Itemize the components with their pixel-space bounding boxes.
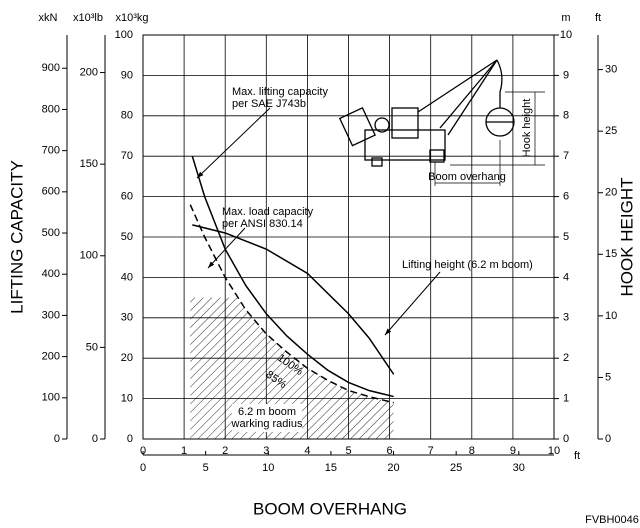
kn-tick-label: 700 <box>42 145 60 157</box>
y2-tick-label: 3 <box>563 312 569 324</box>
y-tick-label: 80 <box>121 110 133 122</box>
y2-tick-label: 1 <box>563 393 569 405</box>
klb-tick-label: 50 <box>86 341 98 353</box>
y2-tick-label: 8 <box>563 110 569 122</box>
x-tick-label: 1 <box>181 445 187 457</box>
series-line <box>189 204 394 404</box>
x-tick-label: 10 <box>548 445 560 457</box>
y2-tick-label: 0 <box>563 433 569 445</box>
ft-tick-label: 10 <box>605 310 617 322</box>
y2-tick-label: 7 <box>563 150 569 162</box>
kn-tick-label: 100 <box>42 392 60 404</box>
kn-tick-label: 500 <box>42 227 60 239</box>
y2-title: HOOK HEIGHT <box>617 177 636 296</box>
y2-tick-label: 2 <box>563 352 569 364</box>
y-tick-label: 40 <box>121 271 133 283</box>
ft-tick-label: 20 <box>605 187 617 199</box>
inset-label: Hook height <box>521 99 533 158</box>
y2-tick-label: 10 <box>560 29 572 41</box>
arrow-head <box>208 261 215 268</box>
klb-tick-label: 0 <box>92 433 98 445</box>
y2-tick-label: 4 <box>563 271 569 283</box>
xft-tick-label: 5 <box>203 462 209 474</box>
unit-label: x10³lb <box>73 12 103 24</box>
y-tick-label: 30 <box>121 312 133 324</box>
kn-tick-label: 200 <box>42 351 60 363</box>
annotation: per SAE J743b <box>232 98 306 110</box>
klb-tick-label: 150 <box>80 158 98 170</box>
shaded-label: 6.2 m boom <box>238 406 296 418</box>
x-tick-label: 0 <box>140 445 146 457</box>
kn-tick-label: 400 <box>42 268 60 280</box>
unit-label: xkN <box>39 12 58 24</box>
y-tick-label: 70 <box>121 150 133 162</box>
y-tick-label: 0 <box>127 433 133 445</box>
xft-tick-label: 20 <box>387 462 399 474</box>
x-tick-label: 5 <box>345 445 351 457</box>
y-tick-label: 10 <box>121 393 133 405</box>
x-title: BOOM OVERHANG <box>253 499 407 518</box>
kn-tick-label: 900 <box>42 62 60 74</box>
y2-tick-label: 9 <box>563 69 569 81</box>
label-bg <box>232 404 302 432</box>
x-tick-label: 7 <box>428 445 434 457</box>
unit-label: x10³kg <box>115 12 148 24</box>
annotation: Max. lifting capacity <box>232 86 328 98</box>
kn-tick-label: 800 <box>42 103 60 115</box>
kn-tick-label: 600 <box>42 186 60 198</box>
xft-tick-label: 15 <box>325 462 337 474</box>
ft-tick-label: 15 <box>605 248 617 260</box>
kn-tick-label: 300 <box>42 309 60 321</box>
arrow-head <box>197 171 204 178</box>
y2-tick-label: 5 <box>563 231 569 243</box>
inset-label: Boom overhang <box>428 171 506 183</box>
y-tick-label: 100 <box>115 29 133 41</box>
y-tick-label: 60 <box>121 191 133 203</box>
annotation: per ANSI 830.14 <box>222 218 303 230</box>
inset-diagram: Hook height Boom overhang <box>338 59 545 186</box>
annotation: Max. load capacity <box>222 206 314 218</box>
ft-tick-label: 5 <box>605 371 611 383</box>
x-tick-label: 9 <box>510 445 516 457</box>
x-tick-label: 2 <box>222 445 228 457</box>
x-tick-label: 4 <box>304 445 310 457</box>
unit-label: ft <box>574 450 580 462</box>
y2-tick-label: 6 <box>563 191 569 203</box>
ft-tick-label: 0 <box>605 433 611 445</box>
annotation-arrow <box>196 107 271 179</box>
annotation-arrow <box>384 271 441 336</box>
x-tick-label: 3 <box>263 445 269 457</box>
unit-label: m <box>561 12 570 24</box>
annotation-arrow <box>207 227 246 269</box>
plot-frame <box>142 34 555 440</box>
unit-label: ft <box>595 12 601 24</box>
y-tick-label: 50 <box>121 231 133 243</box>
kn-tick-label: 0 <box>54 433 60 445</box>
arrow-head <box>385 328 392 335</box>
klb-tick-label: 100 <box>80 250 98 262</box>
y-tick-label: 20 <box>121 352 133 364</box>
figure-code: FVBH0046 <box>585 514 639 526</box>
y-title: LIFTING CAPACITY <box>7 160 26 314</box>
x-tick-label: 6 <box>387 445 393 457</box>
x-tick-label: 8 <box>469 445 475 457</box>
xft-tick-label: 0 <box>140 462 146 474</box>
y-tick-label: 90 <box>121 69 133 81</box>
shaded-label: warking radius <box>231 418 303 430</box>
annotation: Lifting height (6.2 m boom) <box>402 259 533 271</box>
klb-tick-label: 200 <box>80 66 98 78</box>
ft-tick-label: 25 <box>605 125 617 137</box>
xft-tick-label: 10 <box>262 462 274 474</box>
xft-tick-label: 30 <box>513 462 525 474</box>
ft-tick-label: 30 <box>605 64 617 76</box>
series-line <box>192 224 395 375</box>
xft-tick-label: 25 <box>450 462 462 474</box>
